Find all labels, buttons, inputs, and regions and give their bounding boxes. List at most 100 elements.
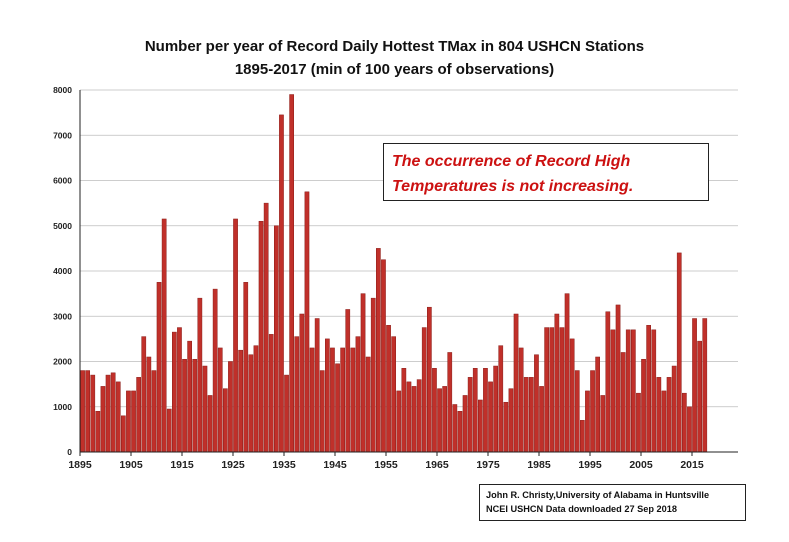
- bar-1938: [299, 313, 305, 453]
- bar-1914: [177, 327, 182, 453]
- bar-1952: [370, 297, 376, 453]
- annotation-box: The occurrence of Record High Temperatur…: [383, 143, 709, 201]
- y-tick-label: 3000: [53, 311, 72, 321]
- credit-line-1: John R. Christy,University of Alabama in…: [486, 490, 710, 500]
- bar-1905: [131, 390, 136, 453]
- bar-1949: [355, 336, 361, 453]
- bar-1903: [121, 415, 126, 453]
- credit-box: John R. Christy,University of Alabama in…: [479, 484, 746, 521]
- bar-1992: [574, 370, 580, 453]
- bar-1955: [386, 325, 391, 453]
- y-tick-label: 0: [67, 447, 72, 457]
- bar-1927: [243, 282, 249, 453]
- bar-1936: [289, 94, 294, 453]
- x-tick-label: 2005: [629, 459, 653, 471]
- bar-1981: [518, 347, 524, 453]
- bar-1961: [416, 379, 422, 453]
- y-tick-label: 4000: [53, 266, 72, 276]
- bar-1953: [376, 248, 381, 453]
- bar-1942: [319, 370, 325, 453]
- bar-1973: [478, 399, 483, 453]
- x-tick-label: 2015: [680, 459, 704, 471]
- bar-1944: [330, 347, 335, 453]
- chart-subtitle: 1895-2017 (min of 100 years of observati…: [234, 61, 555, 78]
- bar-1909: [151, 370, 157, 453]
- x-tick-label: 1905: [119, 459, 143, 471]
- x-tick-labels: 1895 1905 1915 1925 1935 1945 1955 1965 1975 1985…: [68, 459, 704, 471]
- bar-1980: [513, 313, 519, 453]
- bar-2004: [636, 392, 641, 453]
- bar-1926: [238, 349, 244, 453]
- bar-1996: [595, 356, 600, 453]
- bar-1911: [161, 218, 167, 453]
- bar-1901: [110, 372, 116, 453]
- bar-1913: [172, 331, 177, 453]
- bar-2002: [625, 329, 631, 453]
- bar-1912: [166, 408, 172, 453]
- bar-1990: [564, 293, 570, 453]
- bar-1974: [483, 368, 488, 453]
- bar-1986: [544, 327, 549, 453]
- bar-1976: [493, 365, 498, 453]
- bar-1968: [452, 404, 458, 453]
- bar-1957: [396, 390, 402, 453]
- bar-1989: [559, 327, 565, 453]
- annotation-line-2: Temperatures is not increasing.: [392, 178, 634, 195]
- y-tick-labels: 0 1000 2000 3000 4000 5000 6000 7000 8000: [53, 85, 72, 457]
- bar-1922: [217, 347, 223, 453]
- x-tick-label: 1935: [272, 459, 296, 471]
- bar-1939: [304, 191, 310, 453]
- bar-1958: [401, 368, 407, 453]
- bar-1897: [90, 374, 96, 453]
- bar-2005: [641, 358, 646, 453]
- bar-2006: [646, 325, 651, 453]
- bar-2014: [687, 406, 692, 453]
- bar-1918: [197, 297, 203, 453]
- bar-1960: [411, 386, 417, 453]
- axes: [79, 90, 738, 456]
- x-tick-label: 1925: [221, 459, 245, 471]
- bar-1930: [258, 220, 264, 453]
- y-tick-label: 8000: [53, 85, 72, 95]
- bar-1966: [442, 386, 447, 453]
- bar-1998: [605, 311, 611, 453]
- bar-1971: [467, 377, 473, 453]
- bar-1964: [432, 368, 437, 453]
- bar-1925: [233, 218, 238, 453]
- bar-1929: [253, 345, 259, 453]
- y-tick-label: 1000: [53, 402, 72, 412]
- bar-1959: [406, 381, 412, 453]
- bar-1935: [284, 374, 289, 453]
- bar-1946: [340, 347, 345, 453]
- bar-1956: [391, 336, 396, 453]
- bar-1932: [268, 334, 274, 453]
- bar-1937: [294, 336, 300, 453]
- bar-1895: [80, 370, 85, 453]
- bar-1915: [182, 358, 187, 453]
- bar-1969: [457, 411, 463, 453]
- bar-1896: [85, 370, 91, 453]
- bar-1988: [554, 313, 560, 453]
- x-tick-label: 1985: [527, 459, 551, 471]
- bar-1940: [309, 347, 315, 453]
- bar-1945: [335, 363, 340, 453]
- bar-2008: [656, 377, 662, 453]
- bar-1951: [365, 356, 371, 453]
- bar-1947: [345, 309, 351, 453]
- bar-1978: [503, 401, 509, 453]
- bar-1975: [488, 381, 493, 453]
- bar-1991: [569, 338, 575, 453]
- bar-1906: [136, 377, 142, 453]
- bar-1962: [421, 327, 427, 453]
- bar-2003: [631, 329, 636, 453]
- x-tick-label: 1945: [323, 459, 347, 471]
- bar-1963: [427, 306, 432, 453]
- bar-1934: [279, 114, 284, 453]
- bar-1898: [95, 411, 101, 453]
- bar-2000: [615, 304, 621, 453]
- bar-1910: [156, 282, 162, 453]
- bar-2001: [620, 352, 626, 453]
- bar-2012: [676, 252, 682, 453]
